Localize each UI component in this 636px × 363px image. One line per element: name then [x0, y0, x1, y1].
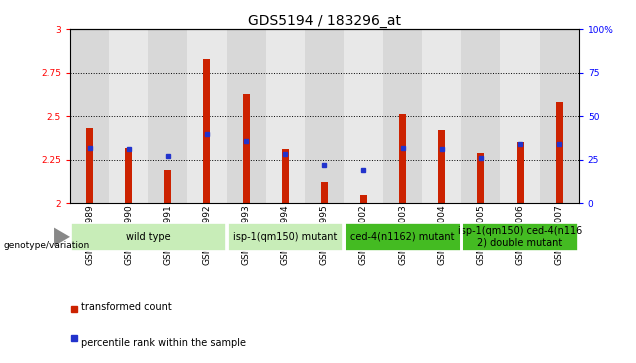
Text: percentile rank within the sample: percentile rank within the sample — [81, 338, 246, 348]
Bar — [501, 29, 539, 203]
Title: GDS5194 / 183296_at: GDS5194 / 183296_at — [248, 14, 401, 28]
Bar — [556, 102, 563, 203]
Bar — [462, 223, 578, 251]
Bar — [226, 29, 266, 203]
Text: ced-4(n1162) mutant: ced-4(n1162) mutant — [350, 232, 455, 242]
Bar — [148, 29, 188, 203]
Bar — [422, 29, 461, 203]
Text: genotype/variation: genotype/variation — [3, 241, 90, 249]
Bar — [242, 94, 249, 203]
Bar — [478, 153, 485, 203]
Bar — [282, 149, 289, 203]
Bar — [86, 129, 93, 203]
Bar — [71, 223, 226, 251]
Bar — [109, 29, 148, 203]
Bar — [360, 195, 367, 203]
Text: isp-1(qm150) mutant: isp-1(qm150) mutant — [233, 232, 338, 242]
Bar — [266, 29, 305, 203]
Bar — [305, 29, 344, 203]
Bar — [399, 114, 406, 203]
Bar — [383, 29, 422, 203]
Bar — [70, 29, 109, 203]
Bar — [345, 223, 460, 251]
Bar — [227, 223, 343, 251]
Bar — [344, 29, 383, 203]
Bar — [164, 170, 171, 203]
Bar — [461, 29, 501, 203]
Text: transformed count: transformed count — [81, 302, 172, 312]
Bar — [438, 130, 445, 203]
Text: isp-1(qm150) ced-4(n116
2) double mutant: isp-1(qm150) ced-4(n116 2) double mutant — [458, 226, 582, 248]
Text: wild type: wild type — [126, 232, 170, 242]
Bar — [516, 142, 523, 203]
Bar — [125, 147, 132, 203]
Bar — [188, 29, 226, 203]
Bar — [539, 29, 579, 203]
Bar — [204, 59, 211, 203]
Bar — [321, 182, 328, 203]
Polygon shape — [54, 228, 70, 246]
